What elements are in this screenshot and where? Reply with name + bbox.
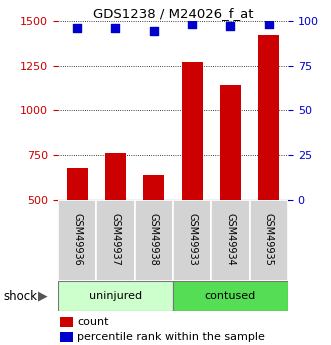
Text: ▶: ▶ — [38, 289, 48, 303]
Point — [266, 21, 271, 27]
Text: GSM49937: GSM49937 — [111, 213, 120, 265]
Bar — [173, 281, 288, 310]
Text: uninjured: uninjured — [89, 291, 142, 301]
Text: shock: shock — [3, 289, 37, 303]
Text: GSM49936: GSM49936 — [72, 213, 82, 265]
Bar — [105, 154, 126, 290]
Bar — [182, 62, 203, 290]
Bar — [135, 200, 173, 281]
Text: GSM49938: GSM49938 — [149, 213, 159, 265]
Bar — [211, 200, 250, 281]
Bar — [58, 200, 96, 281]
Bar — [96, 200, 135, 281]
Point — [228, 23, 233, 29]
Bar — [258, 35, 279, 290]
Text: count: count — [77, 317, 109, 327]
Bar — [173, 200, 211, 281]
Point — [113, 25, 118, 31]
Bar — [143, 175, 164, 290]
Text: GSM49933: GSM49933 — [187, 213, 197, 265]
Text: GSM49935: GSM49935 — [264, 213, 274, 265]
Bar — [250, 200, 288, 281]
Bar — [58, 281, 173, 310]
Point — [189, 21, 195, 27]
Point — [151, 29, 157, 34]
Bar — [60, 332, 73, 342]
Text: percentile rank within the sample: percentile rank within the sample — [77, 332, 265, 342]
Text: contused: contused — [205, 291, 256, 301]
Bar — [67, 168, 88, 290]
Bar — [60, 317, 73, 327]
Title: GDS1238 / M24026_f_at: GDS1238 / M24026_f_at — [93, 7, 253, 20]
Bar — [220, 85, 241, 290]
Text: GSM49934: GSM49934 — [225, 213, 235, 265]
Point — [74, 25, 80, 31]
